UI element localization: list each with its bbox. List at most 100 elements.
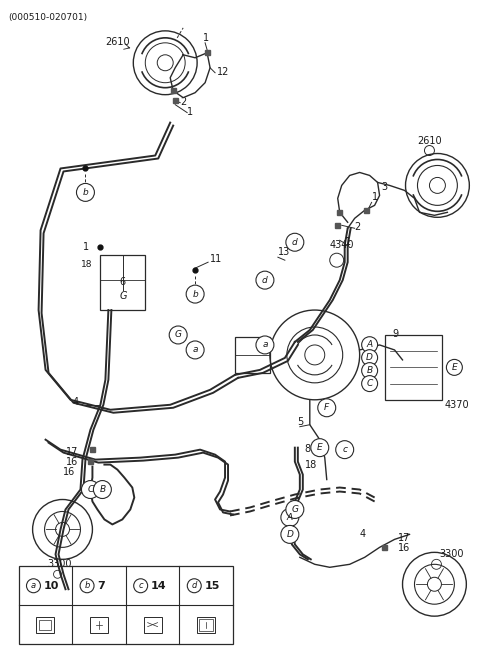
Text: 5: 5: [297, 417, 303, 426]
Text: 11: 11: [210, 254, 222, 264]
Text: 3300: 3300: [48, 559, 72, 569]
Bar: [199, 619, 213, 631]
Text: B: B: [99, 485, 106, 494]
Bar: [337, 210, 342, 215]
Text: 16: 16: [63, 466, 75, 477]
Bar: [88, 459, 93, 464]
Text: 4: 4: [360, 529, 366, 539]
Text: 2: 2: [180, 97, 186, 107]
Text: 1: 1: [372, 193, 378, 202]
Bar: [144, 616, 162, 633]
Text: b: b: [83, 188, 88, 197]
Bar: [235, 337, 270, 373]
Text: 7: 7: [97, 581, 105, 591]
Text: b: b: [192, 290, 198, 299]
Text: c: c: [138, 581, 143, 590]
Bar: [36, 616, 54, 633]
Bar: [204, 50, 210, 55]
Bar: [39, 620, 51, 629]
Text: 2: 2: [355, 222, 361, 233]
Text: (000510-020701): (000510-020701): [9, 13, 88, 22]
Circle shape: [187, 579, 201, 593]
Text: D: D: [287, 530, 293, 539]
Circle shape: [286, 233, 304, 252]
Text: G: G: [119, 291, 127, 301]
Bar: [335, 223, 340, 228]
Circle shape: [281, 508, 299, 527]
Text: 2610: 2610: [106, 37, 130, 47]
Text: 9: 9: [393, 329, 399, 339]
Bar: [19, 567, 233, 644]
Circle shape: [361, 350, 378, 365]
Text: 3300: 3300: [439, 550, 464, 559]
Bar: [364, 208, 369, 213]
Circle shape: [361, 363, 378, 379]
Text: 2610: 2610: [418, 136, 442, 145]
Text: 1: 1: [83, 242, 89, 252]
Text: 16: 16: [397, 544, 410, 553]
Bar: [100, 255, 145, 310]
Text: 13: 13: [278, 247, 290, 257]
Text: 4: 4: [72, 397, 78, 407]
Text: 16: 16: [66, 457, 78, 466]
Circle shape: [26, 579, 40, 593]
Text: D: D: [366, 353, 373, 362]
Circle shape: [446, 360, 462, 375]
Text: E: E: [317, 443, 323, 452]
Text: 3: 3: [382, 182, 388, 193]
Text: 1: 1: [187, 107, 193, 117]
Circle shape: [336, 441, 354, 458]
Text: 4370: 4370: [444, 400, 469, 410]
Circle shape: [361, 337, 378, 352]
Bar: [173, 98, 178, 103]
Circle shape: [361, 375, 378, 392]
Text: d: d: [292, 238, 298, 247]
Text: G: G: [291, 505, 299, 514]
Circle shape: [311, 439, 329, 457]
Circle shape: [256, 336, 274, 354]
Text: G: G: [175, 331, 181, 339]
Bar: [171, 88, 176, 93]
Circle shape: [281, 525, 299, 544]
Text: a: a: [262, 341, 268, 350]
Circle shape: [256, 271, 274, 289]
Text: d: d: [262, 276, 268, 285]
Text: 12: 12: [217, 67, 229, 77]
Text: C: C: [87, 485, 94, 494]
Text: 15: 15: [204, 581, 220, 591]
Text: A: A: [287, 513, 293, 522]
Text: 8: 8: [305, 443, 311, 454]
Text: 4340: 4340: [330, 240, 354, 250]
Circle shape: [80, 579, 94, 593]
Text: 18: 18: [81, 260, 93, 269]
Text: 17: 17: [66, 447, 78, 457]
Text: c: c: [342, 445, 347, 454]
Text: a: a: [192, 345, 198, 354]
Circle shape: [186, 285, 204, 303]
Circle shape: [318, 399, 336, 417]
Bar: [384, 335, 443, 400]
Text: b: b: [84, 581, 90, 590]
Text: a: a: [31, 581, 36, 590]
Text: 10: 10: [44, 581, 59, 591]
Text: 1: 1: [203, 33, 209, 43]
Circle shape: [169, 326, 187, 344]
Text: B: B: [367, 366, 372, 375]
Text: 17: 17: [397, 533, 410, 544]
Bar: [197, 616, 215, 633]
Text: 1: 1: [345, 237, 351, 247]
Circle shape: [134, 579, 148, 593]
Circle shape: [82, 481, 99, 498]
Text: 14: 14: [151, 581, 166, 591]
Text: C: C: [367, 379, 373, 388]
Circle shape: [286, 500, 304, 519]
Bar: [382, 545, 387, 550]
Text: F: F: [324, 403, 329, 412]
Bar: [90, 616, 108, 633]
Text: d: d: [192, 581, 197, 590]
Circle shape: [186, 341, 204, 359]
Text: A: A: [367, 340, 372, 349]
Text: 6: 6: [120, 277, 126, 287]
Circle shape: [94, 481, 111, 498]
Text: 18: 18: [305, 460, 317, 470]
